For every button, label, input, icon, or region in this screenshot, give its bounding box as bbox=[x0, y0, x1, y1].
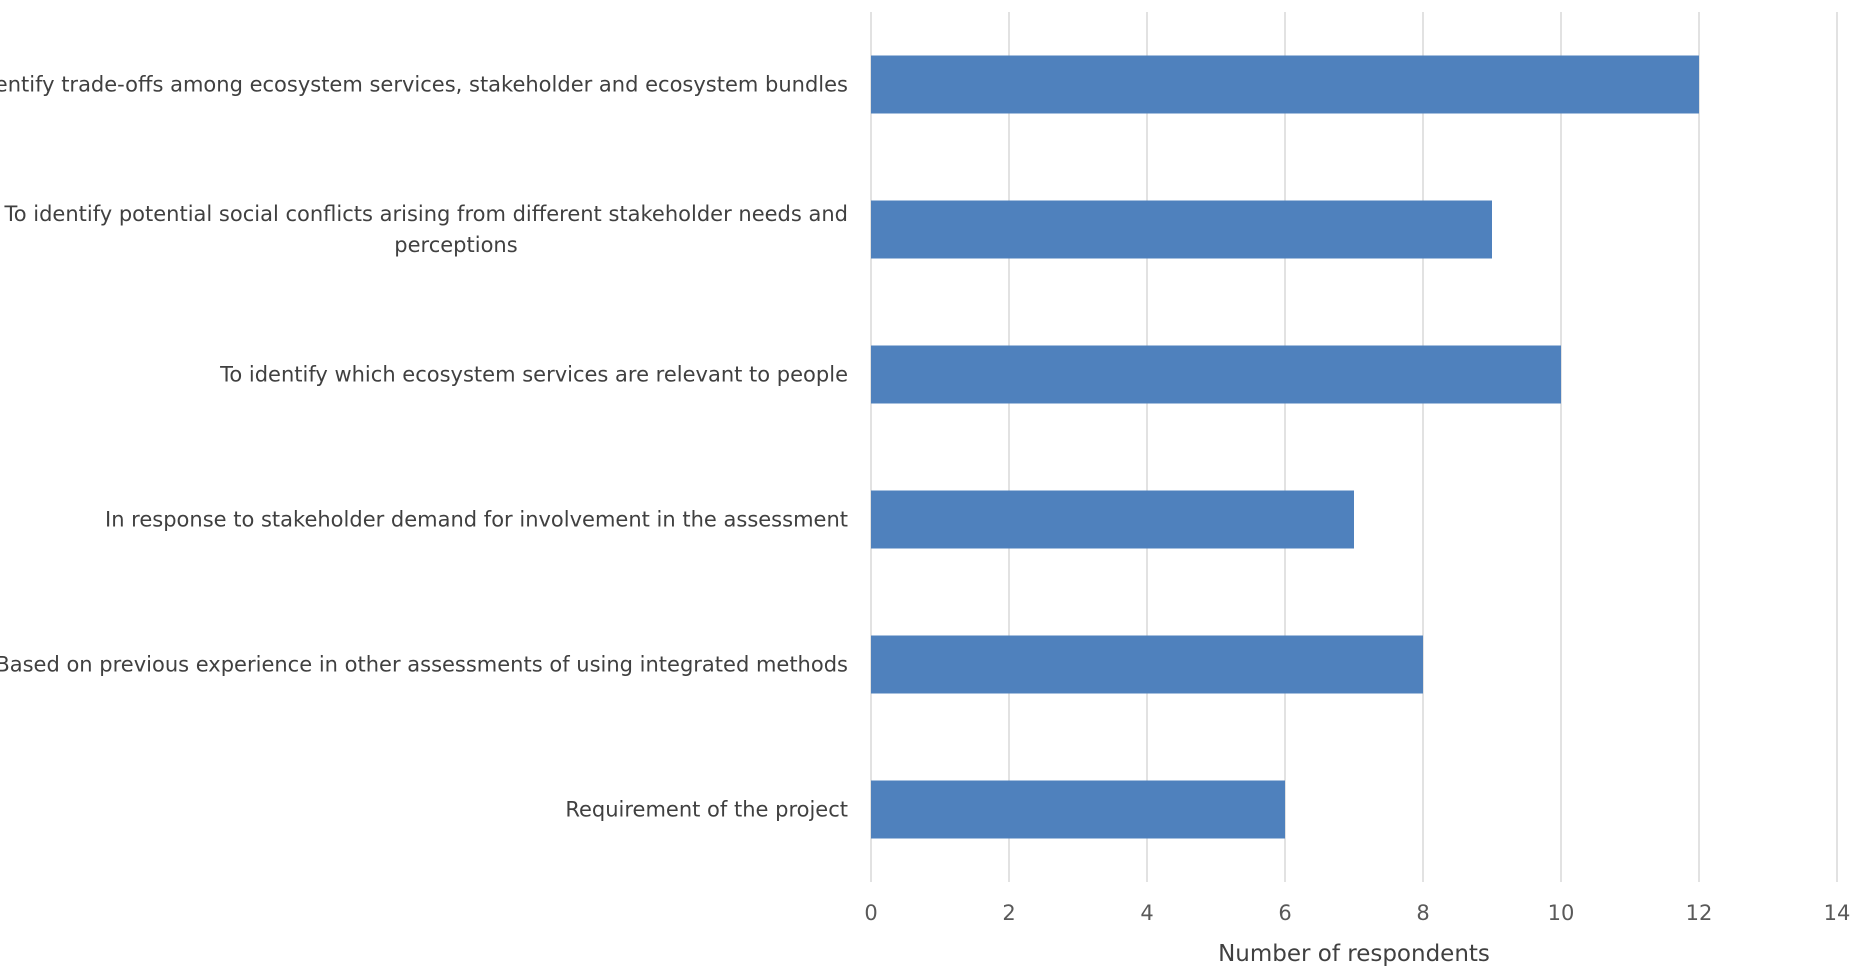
x-tick-label: 0 bbox=[864, 901, 877, 925]
category-label: To identify which ecosystem services are… bbox=[219, 363, 848, 387]
bar-4 bbox=[871, 490, 1354, 549]
category-labels: To identify trade-offs among ecosystem s… bbox=[0, 73, 848, 822]
category-label: Based on previous experience in other as… bbox=[0, 653, 848, 677]
bars bbox=[871, 55, 1699, 839]
x-tick-labels: 0 2 4 6 8 10 12 14 bbox=[864, 901, 1850, 925]
grid-lines bbox=[870, 12, 1838, 882]
x-tick-label: 8 bbox=[1416, 901, 1429, 925]
x-tick-label: 2 bbox=[1002, 901, 1015, 925]
x-tick-label: 12 bbox=[1686, 901, 1713, 925]
category-label: perceptions bbox=[394, 233, 517, 257]
x-tick-label: 14 bbox=[1824, 901, 1851, 925]
bar-1 bbox=[871, 55, 1699, 114]
category-label: In response to stakeholder demand for in… bbox=[105, 508, 848, 532]
bar-6 bbox=[871, 780, 1285, 839]
category-label: To identify potential social conflicts a… bbox=[3, 202, 848, 226]
bar-2 bbox=[871, 200, 1492, 259]
bar-3 bbox=[871, 345, 1561, 404]
x-axis-title: Number of respondents bbox=[1218, 941, 1490, 967]
x-tick-label: 6 bbox=[1278, 901, 1291, 925]
x-tick-label: 10 bbox=[1548, 901, 1575, 925]
bar-5 bbox=[871, 635, 1423, 694]
category-label: To identify trade-offs among ecosystem s… bbox=[0, 73, 848, 97]
x-tick-label: 4 bbox=[1140, 901, 1153, 925]
category-label: Requirement of the project bbox=[565, 798, 848, 822]
